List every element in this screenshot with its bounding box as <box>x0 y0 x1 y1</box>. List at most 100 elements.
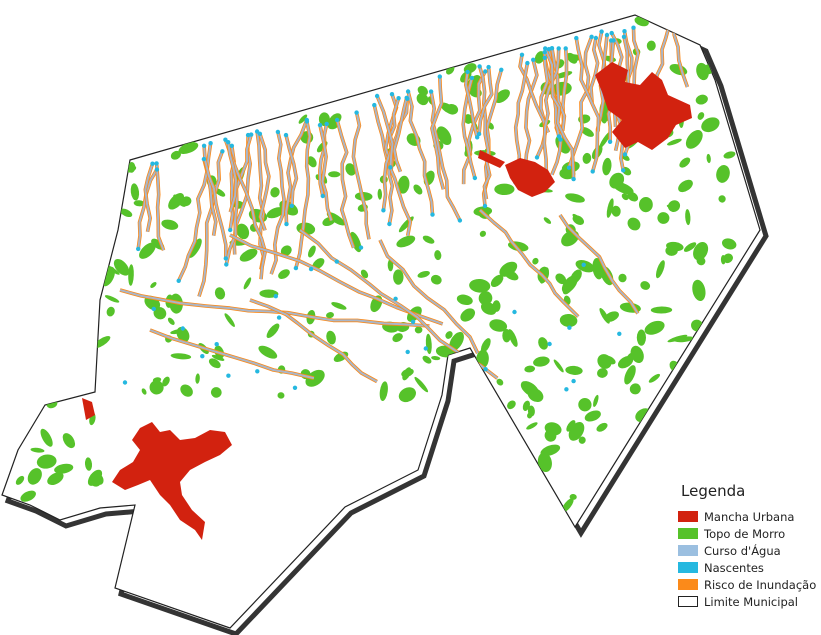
hilltop-patch <box>393 269 404 285</box>
hilltop-patch <box>604 311 619 322</box>
hilltop-patch <box>414 326 423 334</box>
urban-area-southwest <box>82 398 232 540</box>
hilltop-patch <box>543 217 552 224</box>
stream-line <box>373 104 412 236</box>
hilltop-patch <box>422 235 435 244</box>
hilltop-patch <box>104 295 120 303</box>
hilltop-patch <box>113 258 130 276</box>
hilltop-patch <box>298 114 308 124</box>
hilltop-patch <box>40 428 53 447</box>
stream-line <box>318 123 328 197</box>
spring-point <box>566 165 572 170</box>
hilltop-patch <box>436 126 452 146</box>
legend-item: Topo de Morro <box>678 525 818 542</box>
spring-point <box>667 22 672 27</box>
hilltop-patch <box>630 345 644 364</box>
stream-line <box>352 112 370 240</box>
hilltop-patch <box>478 291 493 306</box>
hilltop-patch <box>553 359 564 373</box>
hilltop-patch <box>266 323 280 339</box>
hilltop-patch <box>224 313 235 327</box>
hilltop-patch <box>377 188 383 200</box>
stream-line <box>430 76 445 190</box>
stream-line <box>590 37 599 103</box>
hilltop-patch <box>170 353 192 360</box>
spring-point <box>525 60 530 66</box>
hilltop-patch <box>20 490 36 502</box>
spring-point <box>428 89 434 94</box>
spring-point <box>223 256 228 261</box>
hilltop-patch <box>266 207 285 219</box>
hilltop-patch <box>644 320 665 335</box>
legend-label: Topo de Morro <box>704 526 786 541</box>
hilltop-patch <box>629 383 641 395</box>
stream-line <box>285 134 298 206</box>
stream-line <box>464 71 479 138</box>
hilltop-patch <box>597 368 608 378</box>
spring-point <box>334 259 339 264</box>
spring-point <box>672 16 677 22</box>
hilltop-patch <box>584 410 601 422</box>
spring-point <box>289 203 294 208</box>
spring-point <box>430 212 435 217</box>
stream-line <box>376 95 394 168</box>
spring-point <box>512 309 517 315</box>
hilltop-patch <box>402 367 412 381</box>
spring-point <box>476 131 482 137</box>
hilltop-patch <box>655 260 665 279</box>
hilltop-patch <box>611 205 621 217</box>
hilltop-patch <box>665 245 678 256</box>
spring-point <box>374 93 380 99</box>
hilltop-patch <box>720 255 726 265</box>
hilltop-patch <box>139 242 156 259</box>
stream-line <box>575 37 600 132</box>
hilltop-patch <box>599 131 612 149</box>
spring-point <box>393 296 398 301</box>
hilltop-patch <box>636 329 647 346</box>
spring-point <box>611 38 616 43</box>
hilltop-patch <box>30 447 45 453</box>
stream-line <box>407 91 434 215</box>
spring-point <box>483 367 488 372</box>
hilltop-patch <box>133 200 145 207</box>
hilltop-patch <box>168 193 185 210</box>
hilltop-patch <box>489 319 508 332</box>
hilltop-patch <box>280 245 292 257</box>
spring-point <box>564 387 569 392</box>
stream-line <box>144 163 154 232</box>
hilltop-patch <box>582 152 592 164</box>
legend-item: Nascentes <box>678 559 818 576</box>
hilltop-patch <box>569 493 577 500</box>
hilltop-patch <box>578 436 586 444</box>
spring-point <box>542 50 547 55</box>
hilltop-patch <box>258 345 278 359</box>
hilltop-patch <box>413 184 423 195</box>
spring-point <box>607 139 613 144</box>
spring-point <box>475 135 480 140</box>
hilltop-patch <box>208 358 221 369</box>
hilltop-patch <box>657 212 670 224</box>
hilltop-patch <box>533 356 550 367</box>
hilltop-patch <box>153 307 167 320</box>
legend-item: Mancha Urbana <box>678 508 818 525</box>
spring-point <box>220 149 225 154</box>
spring-point <box>547 341 552 347</box>
hilltop-patch <box>561 498 574 513</box>
hilltop-patch <box>414 376 429 393</box>
spring-point <box>273 294 278 299</box>
spring-point <box>276 315 282 320</box>
spring-point <box>372 102 377 108</box>
hilltop-patch <box>723 151 736 159</box>
hilltop-patch <box>617 355 634 369</box>
hilltop-patch <box>397 175 410 194</box>
spring-point <box>483 69 488 74</box>
spring-point <box>284 221 289 227</box>
hilltop-patch <box>496 378 504 386</box>
hilltop-patch <box>679 157 691 168</box>
hilltop-patch <box>522 400 531 411</box>
hilltop-patch <box>580 127 594 137</box>
spring-point <box>457 218 463 223</box>
spring-point <box>255 369 260 374</box>
hilltop-patch <box>701 117 720 133</box>
hilltop-patch <box>479 230 487 237</box>
